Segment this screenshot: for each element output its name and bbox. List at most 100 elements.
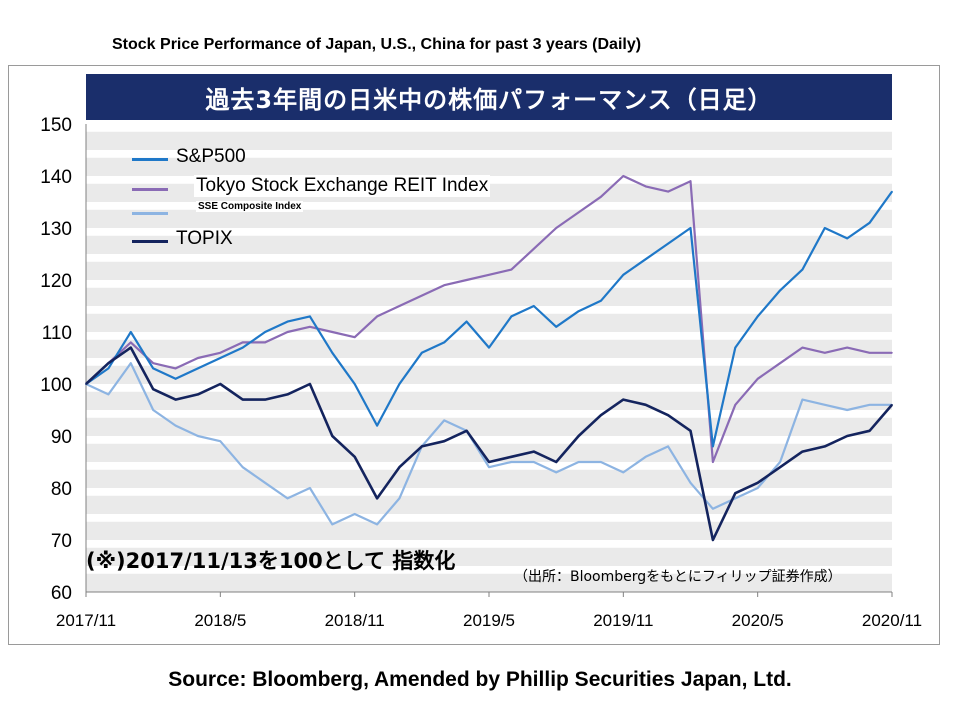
- data-point-reit: [309, 326, 311, 328]
- data-point-topix: [824, 445, 826, 448]
- data-point-sse: [129, 362, 132, 365]
- data-point-sse: [107, 393, 110, 396]
- data-point-reit: [174, 367, 177, 370]
- data-point-reit: [644, 185, 647, 188]
- data-point-topix: [532, 450, 535, 453]
- grid-band: [86, 417, 892, 436]
- data-point-topix: [219, 383, 222, 385]
- data-point-sse: [532, 461, 535, 463]
- grid-band: [86, 131, 892, 150]
- data-point-reit: [465, 279, 468, 281]
- grid-band: [86, 573, 892, 592]
- data-point-reit: [801, 346, 804, 349]
- data-point-topix: [85, 383, 87, 385]
- banner-title: 過去3年間の日米中の株価パフォーマンス（日足）: [86, 74, 892, 120]
- data-point-sp500: [398, 383, 401, 385]
- data-point-sse: [756, 487, 759, 489]
- data-point-reit: [219, 352, 222, 354]
- index-note: (※)2017/11/13を100として 指数化: [86, 549, 456, 573]
- data-point-reit: [622, 175, 625, 177]
- grid-band: [86, 235, 892, 254]
- data-point-reit: [353, 336, 356, 339]
- data-point-reit: [264, 341, 266, 344]
- y-tick-label: 90: [51, 427, 72, 448]
- legend-label-sp500: S&P500: [176, 146, 246, 167]
- data-source-note: （出所：Bloombergをもとにフィリップ証券作成）: [514, 569, 842, 585]
- data-point-topix: [712, 539, 714, 541]
- data-point-sse: [779, 461, 781, 463]
- data-point-sp500: [532, 305, 535, 307]
- y-tick-label: 80: [51, 479, 72, 500]
- data-point-sse: [264, 482, 266, 484]
- y-tick-label: 100: [40, 375, 72, 396]
- data-point-sse: [644, 456, 647, 458]
- data-point-sp500: [644, 258, 647, 261]
- data-point-sse: [286, 497, 289, 500]
- data-point-topix: [846, 435, 849, 437]
- data-point-sp500: [152, 367, 154, 370]
- data-point-sse: [488, 466, 490, 469]
- data-point-reit: [129, 341, 132, 344]
- data-point-reit: [756, 378, 759, 380]
- legend-label-reit: Tokyo Stock Exchange REIT Index: [194, 175, 491, 197]
- data-point-reit: [712, 461, 714, 463]
- source-caption: Source: Bloomberg, Amended by Phillip Se…: [168, 668, 792, 691]
- data-point-sse: [510, 461, 513, 463]
- legend-label-topix: TOPIX: [176, 228, 233, 249]
- data-point-reit: [488, 274, 490, 276]
- data-point-topix: [465, 430, 468, 432]
- data-point-reit: [846, 346, 849, 349]
- data-point-sse: [174, 424, 177, 427]
- x-tick-label: 2019/5: [463, 611, 515, 630]
- data-point-sse: [846, 409, 849, 411]
- data-point-topix: [443, 440, 446, 443]
- data-point-topix: [667, 414, 669, 417]
- data-point-sse: [734, 497, 737, 500]
- data-point-sse: [712, 508, 714, 510]
- data-point-sp500: [264, 331, 266, 333]
- data-point-reit: [891, 352, 893, 354]
- data-point-reit: [510, 268, 513, 271]
- data-point-topix: [353, 456, 356, 458]
- data-point-sp500: [197, 367, 199, 370]
- data-point-topix: [107, 362, 110, 365]
- y-tick-label: 70: [51, 531, 72, 552]
- data-point-sp500: [421, 352, 423, 354]
- data-point-topix: [174, 398, 177, 401]
- data-point-reit: [868, 352, 871, 354]
- data-point-topix: [555, 461, 557, 463]
- y-tick-label: 110: [42, 323, 72, 344]
- y-tick-label: 130: [40, 219, 72, 240]
- x-tick-label: 2017/11: [56, 611, 116, 630]
- legend-swatch-sse: [132, 212, 168, 215]
- data-point-sp500: [779, 289, 781, 292]
- chart-title: Stock Price Performance of Japan, U.S., …: [112, 36, 642, 53]
- data-point-topix: [331, 435, 334, 437]
- data-point-sp500: [600, 300, 602, 302]
- legend-swatch-reit: [132, 188, 168, 191]
- data-point-sse: [600, 461, 602, 463]
- grid-band: [86, 157, 892, 176]
- data-point-sp500: [443, 341, 446, 344]
- data-point-sse: [376, 523, 378, 526]
- grid-band: [86, 313, 892, 332]
- grid-band: [86, 495, 892, 514]
- legend-swatch-sp500: [132, 158, 168, 161]
- data-point-sp500: [353, 383, 356, 385]
- data-point-topix: [241, 398, 244, 401]
- data-point-sse: [689, 482, 692, 484]
- data-point-topix: [600, 414, 602, 417]
- data-point-sse: [331, 523, 334, 526]
- data-point-reit: [376, 315, 378, 318]
- data-point-sse: [309, 487, 311, 489]
- x-tick-label: 2019/11: [593, 611, 653, 630]
- data-point-topix: [622, 398, 625, 401]
- data-point-topix: [421, 445, 423, 448]
- data-point-reit: [331, 331, 334, 333]
- data-point-sp500: [331, 352, 334, 354]
- data-point-topix: [779, 466, 781, 469]
- data-point-reit: [443, 284, 446, 287]
- y-tick-label: 150: [40, 115, 72, 136]
- data-point-sp500: [868, 222, 871, 224]
